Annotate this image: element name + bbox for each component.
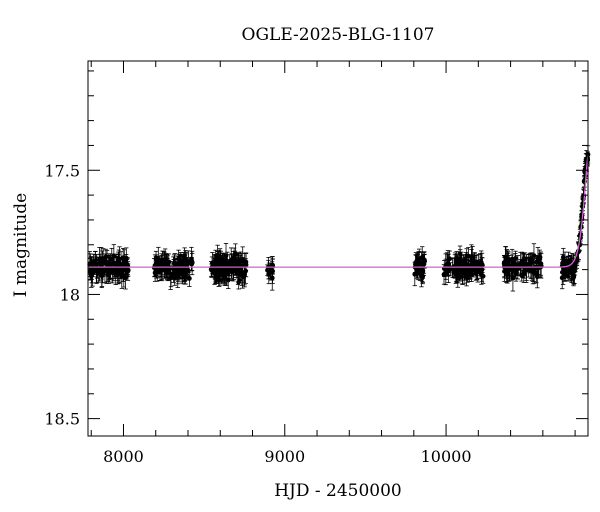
data-point (225, 261, 231, 281)
data-point (171, 266, 176, 283)
data-point (231, 251, 236, 273)
data-point (175, 265, 181, 285)
data-point (475, 261, 481, 283)
data-point (535, 247, 541, 270)
data-point (186, 269, 192, 287)
data-point (240, 261, 245, 289)
data-point (189, 252, 195, 272)
data-layer (87, 145, 591, 292)
model-curve (88, 155, 589, 268)
y-tick-label: 18 (60, 285, 80, 304)
data-point (458, 251, 464, 276)
y-tick-label: 17.5 (44, 161, 80, 180)
data-point (531, 262, 537, 285)
data-point (179, 256, 185, 272)
plot-frame (87, 60, 589, 437)
data-point (506, 251, 511, 272)
data-point (538, 251, 544, 276)
x-axis-label: HJD - 2450000 (274, 481, 402, 501)
x-tick-label: 9000 (264, 447, 305, 466)
x-tick-label: 10000 (421, 447, 472, 466)
data-point (464, 267, 469, 287)
chart-title: OGLE-2025-BLG-1107 (242, 25, 435, 45)
y-axis-label: I magnitude (11, 193, 31, 297)
y-tick-label: 18.5 (44, 410, 80, 429)
data-point (480, 268, 486, 284)
x-tick-label: 8000 (103, 447, 144, 466)
data-point (461, 262, 467, 285)
data-point (219, 253, 225, 273)
model-layer (88, 155, 589, 268)
data-point (216, 263, 222, 278)
data-point (117, 259, 123, 284)
data-point (243, 253, 249, 271)
data-point (105, 267, 111, 282)
data-point (443, 258, 449, 286)
data-point (419, 262, 425, 280)
data-point (208, 261, 214, 278)
data-point (94, 261, 100, 279)
data-point (184, 263, 190, 279)
data-point (564, 261, 570, 278)
axes-layer: 8000 9000 10000 17.5 18 18.5 (44, 60, 589, 466)
data-point (102, 258, 108, 284)
